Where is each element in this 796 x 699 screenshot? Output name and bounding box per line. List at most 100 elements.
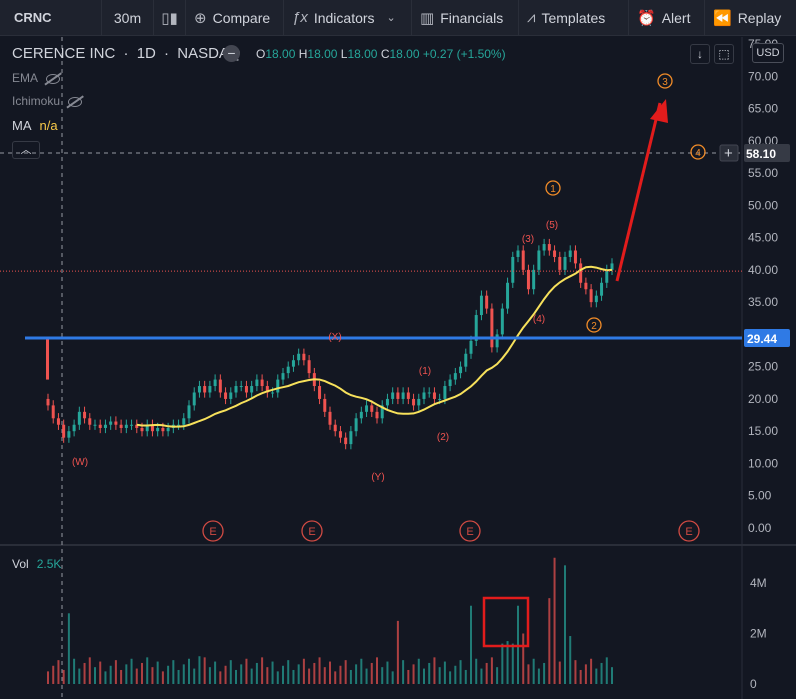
candle-body xyxy=(600,282,604,296)
open-label: O xyxy=(256,47,266,61)
candle-body xyxy=(98,424,102,428)
hide-legend-button[interactable]: − xyxy=(223,45,240,62)
price-tick-label: 35.00 xyxy=(748,295,778,309)
price-chart[interactable]: 75.0070.0065.0060.0055.0050.0045.0040.00… xyxy=(0,37,796,699)
candle-body xyxy=(244,386,248,393)
volume-bar xyxy=(297,664,300,684)
volume-bar xyxy=(553,557,556,684)
indicators-label: Indicators xyxy=(313,9,375,26)
projection-arrow xyxy=(615,102,662,282)
volume-bar xyxy=(88,657,91,684)
vol-value: 2.5K xyxy=(36,557,62,571)
candle-body xyxy=(526,269,530,290)
low-label: L xyxy=(340,47,348,61)
chart-type-button[interactable]: ▯▮ xyxy=(154,0,186,36)
price-tick-label: 10.00 xyxy=(748,456,778,470)
candle-body xyxy=(307,360,311,374)
candle-body xyxy=(521,250,525,270)
candle-body xyxy=(46,398,50,406)
volume-bar xyxy=(569,636,572,684)
open-value: 18.00 xyxy=(265,47,296,61)
price-tick-label: 15.00 xyxy=(748,424,778,438)
low-value: 18.00 xyxy=(347,47,378,61)
volume-bar xyxy=(240,664,243,684)
ma-label: MA xyxy=(12,118,32,133)
templates-button[interactable]: ⩘ Templates xyxy=(519,0,629,36)
wave-label: 4 xyxy=(695,148,701,159)
candle-body xyxy=(432,392,436,399)
volume-bar xyxy=(355,664,358,684)
volume-bar xyxy=(438,667,441,684)
ema-legend[interactable]: EMA xyxy=(12,71,61,85)
candle-body xyxy=(605,269,609,283)
interval-label: 30m xyxy=(113,9,142,26)
alert-button[interactable]: ⏰ Alert xyxy=(629,0,705,36)
candle-body xyxy=(500,308,504,335)
volume-bar xyxy=(543,662,546,684)
replay-button[interactable]: ⏪ Replay xyxy=(705,0,789,36)
volume-bar xyxy=(339,665,342,684)
highlight-box xyxy=(482,596,530,648)
candle-body xyxy=(459,366,463,374)
volume-bar xyxy=(141,662,143,684)
candle-body xyxy=(579,263,583,283)
candle-body xyxy=(443,386,447,399)
ma-legend[interactable]: MA n/a xyxy=(12,118,58,133)
volume-bar xyxy=(579,669,582,684)
financials-button[interactable]: ▥ Financials xyxy=(412,0,519,36)
volume-bar xyxy=(496,667,499,684)
candle-body xyxy=(474,315,478,341)
ohlc-values: O18.00 H18.00 L18.00 C18.00 +0.27 (+1.50… xyxy=(256,47,506,61)
symbol-legend: CERENCE INC · 1D · NASDAQ xyxy=(12,45,241,62)
ichimoku-legend[interactable]: Ichimoku xyxy=(12,94,83,108)
candle-body xyxy=(77,411,81,425)
candle-body xyxy=(495,334,499,348)
volume-bar xyxy=(182,664,185,684)
volume-bar xyxy=(402,660,405,684)
volume-bar xyxy=(224,665,227,684)
symbol-search-button[interactable]: CRNC xyxy=(0,0,102,36)
candle-body xyxy=(344,437,348,445)
interval-button[interactable]: 30m xyxy=(102,0,154,36)
volume-bar xyxy=(329,661,331,684)
volume-bar xyxy=(292,669,295,684)
indicators-button[interactable]: ƒx Indicators ⌄ xyxy=(284,0,412,36)
volume-bar xyxy=(62,669,65,684)
volume-bar xyxy=(245,658,248,684)
candle-body xyxy=(573,250,577,264)
add-plus-button xyxy=(719,144,739,162)
candle-body xyxy=(229,392,233,399)
volume-bar xyxy=(370,662,373,684)
candle-body xyxy=(427,392,431,394)
volume-bar xyxy=(208,667,211,684)
eye-off-icon[interactable] xyxy=(46,73,61,84)
candle-body xyxy=(177,424,181,426)
eye-off-icon[interactable] xyxy=(68,96,83,107)
volume-bar xyxy=(506,641,509,684)
collapse-legend-button[interactable]: ︿ xyxy=(12,141,40,159)
fullscreen-icon: ⬚ xyxy=(718,47,730,61)
candle-body xyxy=(479,295,483,316)
volume-bar xyxy=(564,565,566,684)
volume-bar xyxy=(177,669,180,684)
volume-bar xyxy=(595,668,598,684)
candle-body xyxy=(401,392,405,399)
alarm-clock-icon: ⏰ xyxy=(637,9,656,27)
volume-bar xyxy=(501,643,504,684)
volume-bar xyxy=(219,671,222,684)
currency-button[interactable]: USD xyxy=(752,43,784,63)
volume-bar xyxy=(522,633,525,684)
arrow-down-button[interactable]: ↓ xyxy=(690,44,710,64)
candle-body xyxy=(234,386,238,393)
compare-button[interactable]: ⊕ Compare xyxy=(186,0,284,36)
volume-bar xyxy=(386,661,389,684)
volume-bar xyxy=(282,665,284,684)
compare-label: Compare xyxy=(212,9,271,26)
fullscreen-button[interactable]: ⬚ xyxy=(714,44,734,64)
chevron-down-icon[interactable]: ⌄ xyxy=(386,12,396,24)
volume-bar xyxy=(605,657,608,684)
volume-bar xyxy=(57,660,60,684)
volume-bar xyxy=(349,669,352,684)
volume-bar xyxy=(396,620,399,684)
close-value: 18.00 xyxy=(389,47,420,61)
